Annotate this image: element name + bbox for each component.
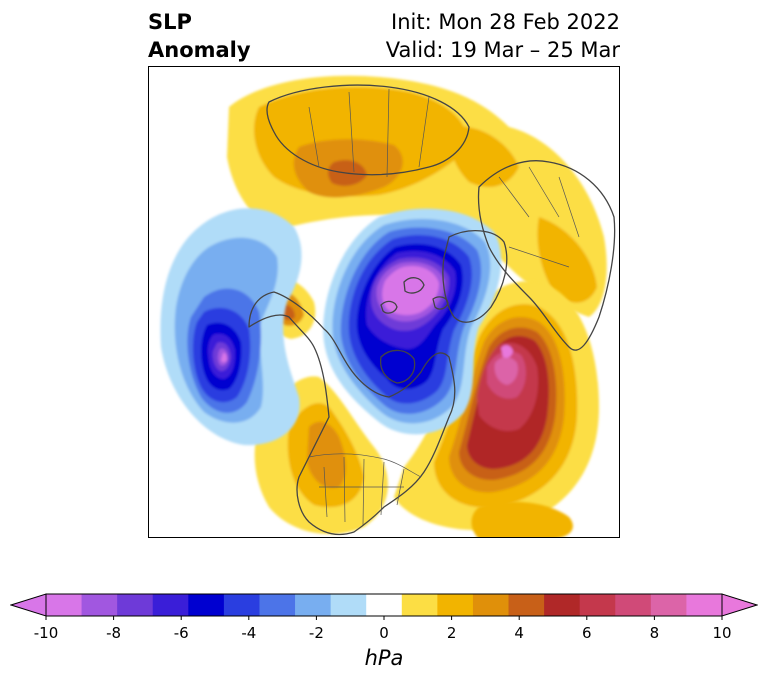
country-borders (308, 88, 580, 526)
colorbar-tick-label: -10 (33, 624, 59, 642)
coastlines (248, 84, 616, 536)
colorbar (9, 588, 759, 626)
arctic-low (323, 208, 502, 435)
eurasia-coast (477, 160, 616, 351)
colorbar-segment (188, 594, 225, 616)
colorbar-segment (81, 594, 118, 616)
colorbar-tick-label: 0 (379, 624, 389, 642)
colorbar-segment (437, 594, 474, 616)
colorbar-tick-label: 4 (514, 624, 524, 642)
colorbar-segment (46, 594, 83, 616)
north-atlantic-high (394, 281, 599, 531)
eurasia-high (227, 75, 607, 317)
eurasia-borders (308, 88, 580, 268)
colorbar-segment (544, 594, 581, 616)
colorbar-segment (401, 594, 438, 616)
us-state-borders (319, 456, 405, 526)
colorbar-segment (579, 594, 616, 616)
colorbar-segment (472, 594, 510, 616)
colorbar-tick-label: 2 (446, 624, 457, 642)
canada-us-border (308, 453, 422, 478)
colorbar-segment (117, 594, 154, 616)
init-date: Init: Mon 28 Feb 2022 (391, 10, 620, 34)
forecast-dates: Init: Mon 28 Feb 2022 Valid: 19 Mar – 25… (386, 8, 620, 64)
colorbar-tick-label: 8 (649, 624, 660, 642)
north-america-coast (248, 291, 456, 536)
colorbar-segment (295, 594, 332, 616)
colorbar-segment (615, 594, 652, 616)
asia-pacific-coast (266, 84, 470, 176)
colorbar-unit: hPa (364, 646, 404, 670)
arctic-islands (380, 277, 449, 314)
colorbar-segment (259, 594, 296, 616)
colorbar-segment (686, 594, 723, 616)
colorbar-tick-label: -4 (241, 624, 257, 642)
colorbar-segment (366, 594, 403, 616)
north-pacific-low (160, 208, 302, 446)
colorbar-tick-label: -2 (308, 624, 324, 642)
colorbar-segment (508, 594, 545, 616)
greenland-coast (442, 230, 508, 323)
colorbar-segment (330, 594, 367, 616)
colorbar-segment (152, 594, 189, 616)
map-title: SLP Anomaly (148, 8, 251, 64)
colorbar-max-extension (721, 593, 759, 617)
colorbar-tick-label: 10 (712, 624, 732, 642)
colorbar-tick-label: -8 (106, 624, 122, 642)
valid-range: Valid: 19 Mar – 25 Mar (385, 38, 620, 62)
anomaly-map (148, 66, 620, 538)
colorbar-segment (650, 594, 687, 616)
colorbar-tick-label: 6 (582, 624, 592, 642)
colorbar-segment (223, 594, 260, 616)
title-kind: Anomaly (148, 38, 251, 62)
colorbar-graphic (9, 593, 759, 620)
map-canvas (160, 75, 616, 537)
hudson-bay (379, 349, 416, 384)
colorbar-min-extension (9, 593, 47, 617)
title-variable: SLP (148, 10, 192, 34)
colorbar-tick-label: -6 (173, 624, 189, 642)
